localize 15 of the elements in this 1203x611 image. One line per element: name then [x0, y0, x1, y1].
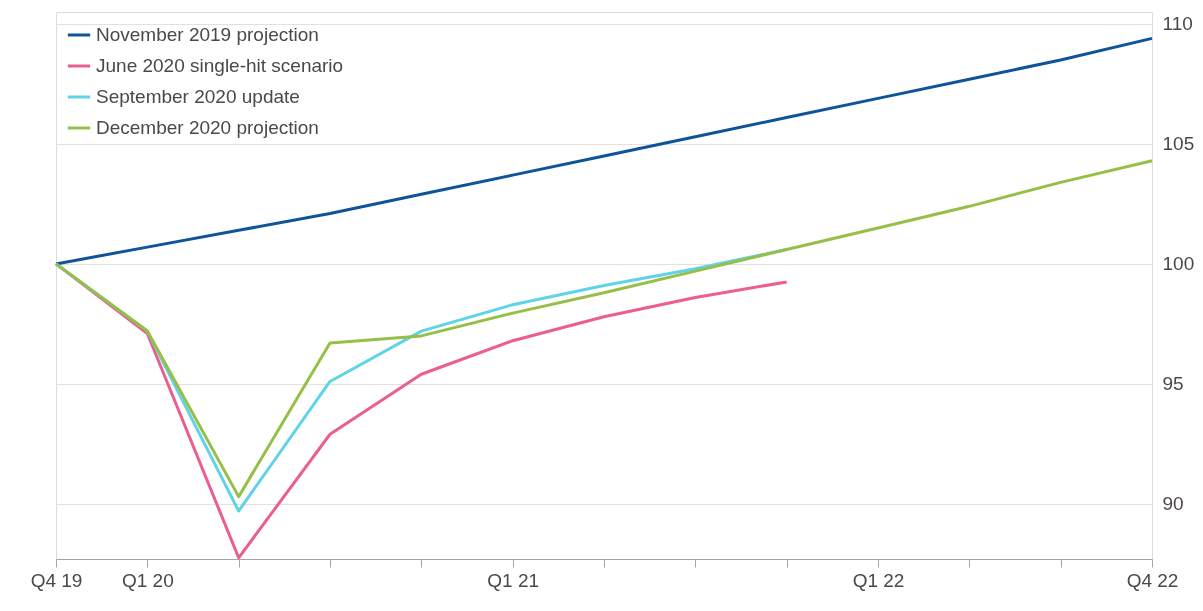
- x-tick-label: Q1 22: [852, 569, 905, 591]
- x-tick-label: Q1 21: [487, 569, 540, 591]
- y-tick-label: 105: [1162, 133, 1195, 155]
- x-tick-label: Q4 22: [1126, 569, 1179, 591]
- legend-label: November 2019 projection: [96, 24, 319, 45]
- y-tick-label: 90: [1162, 493, 1184, 515]
- line-series: [54, 159, 1154, 499]
- x-tick-label: Q4 19: [30, 569, 83, 591]
- y-tick-label: 110: [1162, 13, 1193, 35]
- legend-label: June 2020 single-hit scenario: [96, 55, 344, 76]
- y-tick-label: 100: [1162, 253, 1195, 275]
- x-tick-label: Q1 20: [121, 569, 174, 591]
- y-tick-label: 95: [1162, 373, 1184, 395]
- legend-label: September 2020 update: [96, 86, 300, 107]
- legend-label: December 2020 projection: [96, 117, 319, 138]
